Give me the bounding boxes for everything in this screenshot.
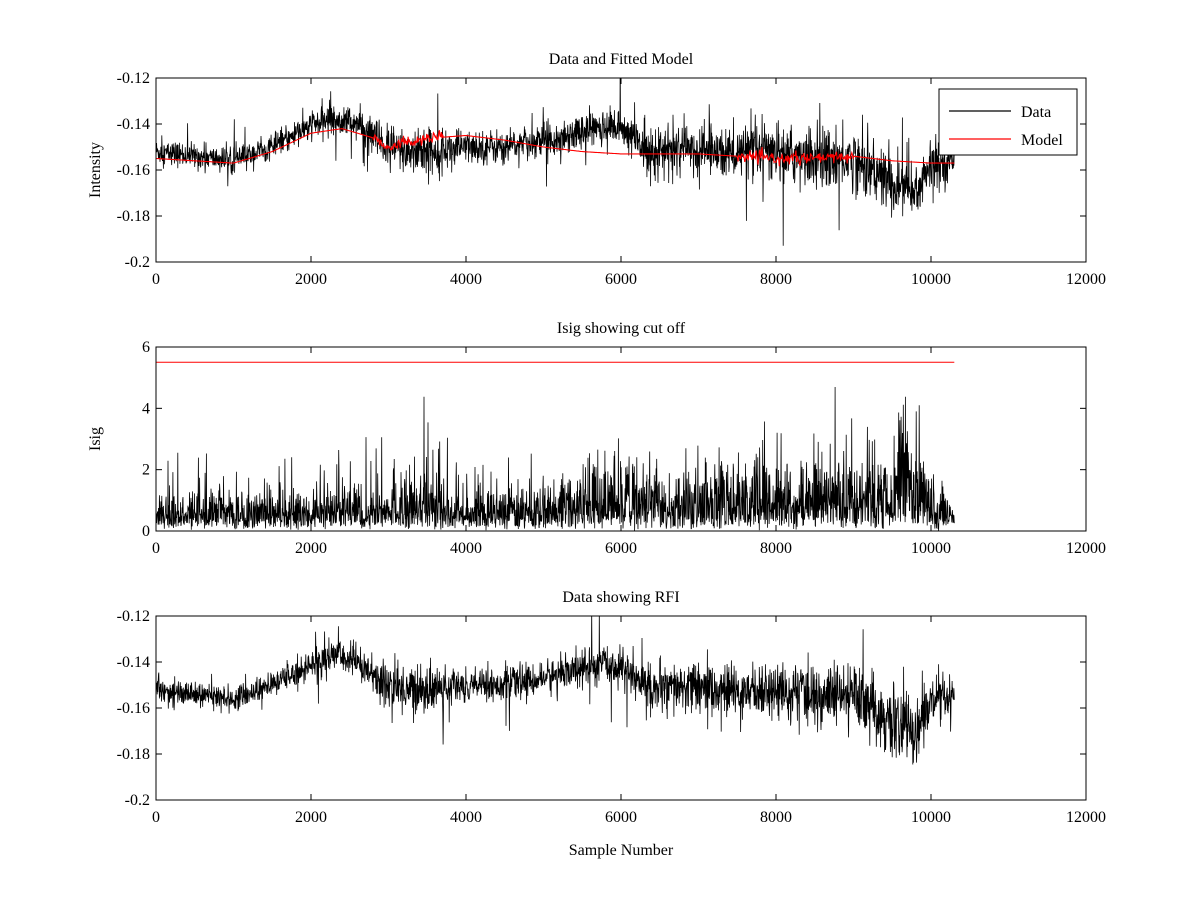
x-tick-label: 12000 — [1066, 540, 1106, 557]
y-tick-label: -0.16 — [117, 700, 150, 717]
y-tick-label: 0 — [142, 523, 150, 540]
y-axis-label: Intensity — [87, 142, 104, 198]
chart-title: Data and Fitted Model — [549, 51, 694, 68]
x-tick-label: 6000 — [605, 271, 637, 288]
series-model-line — [156, 128, 955, 167]
x-tick-label: 2000 — [295, 540, 327, 557]
y-tick-label: -0.12 — [117, 70, 150, 87]
x-tick-label: 6000 — [605, 540, 637, 557]
y-tick-label: -0.18 — [117, 208, 150, 225]
x-tick-label: 8000 — [760, 271, 792, 288]
y-tick-label: -0.16 — [117, 162, 150, 179]
x-tick-label: 6000 — [605, 809, 637, 826]
chart-title: Isig showing cut off — [557, 320, 686, 337]
y-tick-label: -0.14 — [117, 654, 150, 671]
y-axis-label: Isig — [87, 427, 104, 451]
chart-panel-2: 0 2000 4000 6000 8000 10000 12000 0 2 4 6 Isig show… — [87, 320, 1106, 557]
x-tick-label: 10000 — [911, 271, 951, 288]
x-tick-label: 12000 — [1066, 271, 1106, 288]
x-tick-label: 4000 — [450, 540, 482, 557]
legend-label-model: Model — [1021, 132, 1063, 149]
x-tick-label: 10000 — [911, 809, 951, 826]
x-tick-label: 2000 — [295, 271, 327, 288]
y-tick-label: 2 — [142, 462, 150, 479]
plot-area — [156, 616, 955, 765]
x-tick-label: 4000 — [450, 271, 482, 288]
chart-title: Data showing RFI — [562, 589, 679, 606]
y-tick-label: -0.2 — [125, 254, 150, 271]
x-tick-label: 0 — [152, 271, 160, 288]
y-tick-label: -0.12 — [117, 608, 150, 625]
legend: Data Model — [938, 88, 1078, 156]
x-tick-label: 0 — [152, 809, 160, 826]
x-tick-label: 4000 — [450, 809, 482, 826]
legend-label-data: Data — [1021, 104, 1051, 121]
series-1-line — [156, 616, 955, 765]
y-tick-label: 6 — [142, 339, 150, 356]
x-tick-label: 8000 — [760, 540, 792, 557]
legend-box — [938, 88, 1078, 156]
chart-panel-1: 0 2000 4000 6000 8000 10000 12000 -0.2 -0.18 -0.1… — [87, 51, 1106, 288]
plot-area — [156, 361, 955, 531]
chart-panel-3: 0 2000 4000 6000 8000 10000 12000 -0.2 -0.18 -0.1… — [117, 589, 1106, 859]
x-tick-label: 8000 — [760, 809, 792, 826]
axes-frame — [155, 615, 1087, 801]
plot-area — [156, 78, 955, 246]
y-tick-label: 4 — [142, 400, 150, 417]
series-1-line — [156, 386, 955, 531]
x-tick-label: 12000 — [1066, 809, 1106, 826]
x-axis-label: Sample Number — [569, 842, 674, 859]
x-tick-label: 10000 — [911, 540, 951, 557]
y-tick-label: -0.14 — [117, 116, 150, 133]
x-tick-label: 0 — [152, 540, 160, 557]
y-tick-label: -0.2 — [125, 792, 150, 809]
x-tick-label: 2000 — [295, 809, 327, 826]
y-tick-label: -0.18 — [117, 746, 150, 763]
